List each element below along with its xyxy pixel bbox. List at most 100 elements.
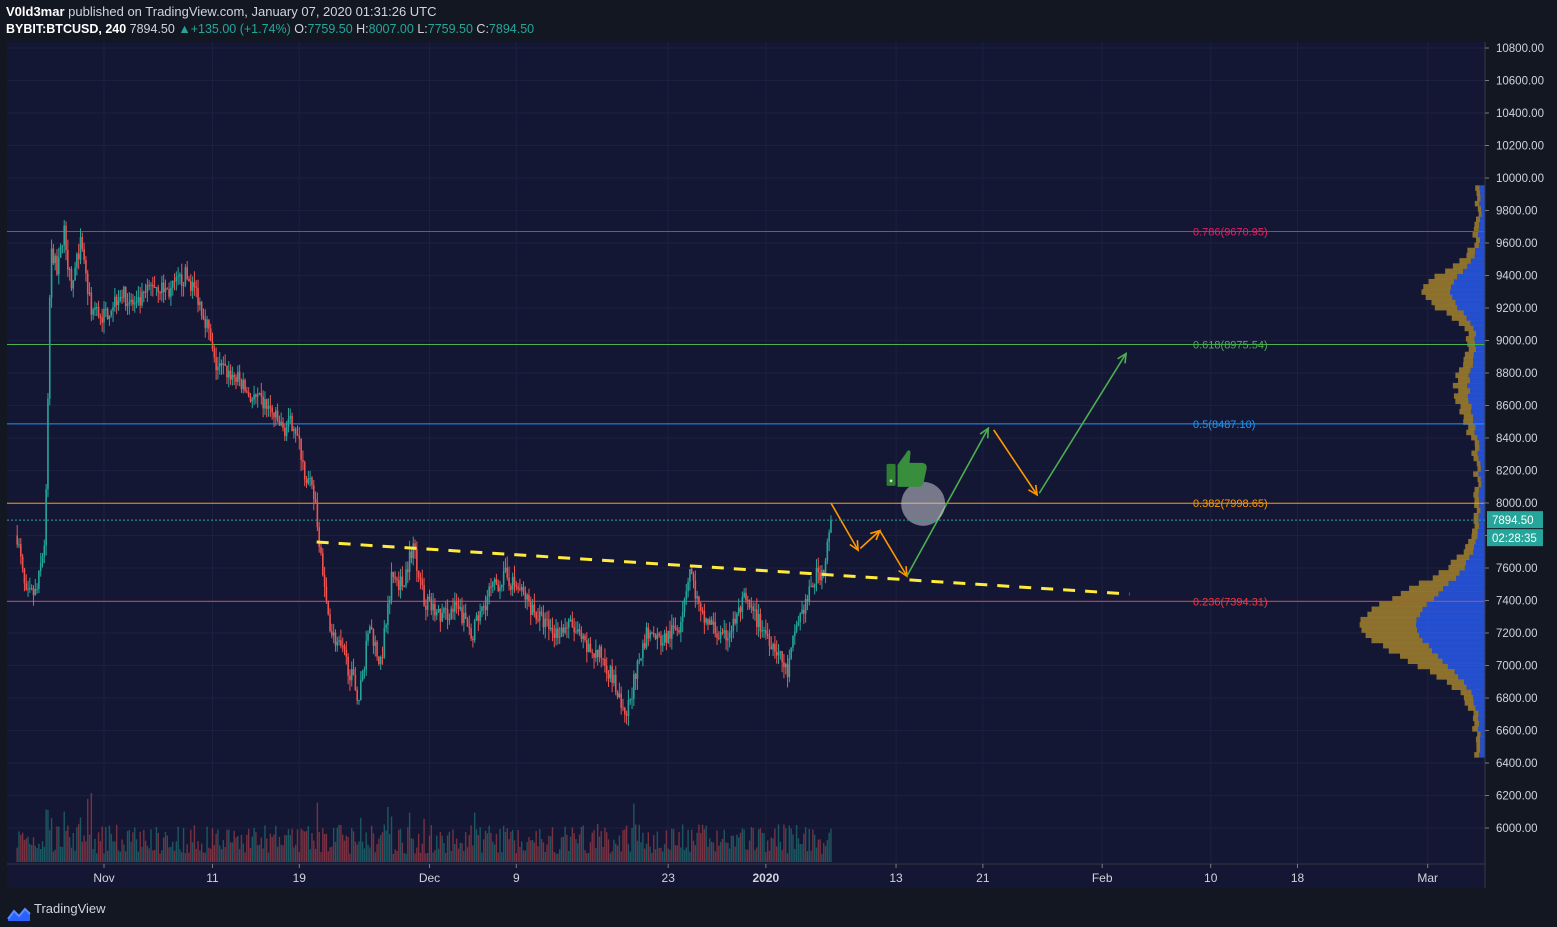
candle-body	[522, 586, 525, 592]
candle-body	[819, 572, 821, 581]
volume-bar	[61, 847, 64, 862]
volume-profile-down	[1446, 679, 1465, 685]
volume-bar	[596, 824, 599, 862]
volume-bar	[175, 841, 178, 862]
volume-bar	[253, 827, 255, 862]
volume-bar	[629, 851, 631, 862]
volume-profile-down	[1474, 752, 1480, 758]
volume-bar	[452, 829, 454, 862]
volume-profile-down	[1477, 466, 1481, 472]
tradingview-brand[interactable]: TradingView	[34, 901, 106, 916]
time-axis[interactable]: Nov 11 19 Dec 9 23 2020 13 21 Feb 10 18 Mar	[7, 863, 1485, 885]
candle-body	[647, 627, 650, 639]
price-tick-label: 6800.00	[1496, 693, 1538, 705]
candle-body	[367, 633, 369, 641]
volume-profile-down	[1476, 746, 1481, 753]
volume-profile-up	[1481, 481, 1485, 488]
author-name[interactable]: V0ld3mar	[6, 4, 65, 19]
volume-profile-down	[1463, 362, 1473, 368]
volume-bar	[573, 833, 575, 862]
candle-body	[428, 596, 431, 599]
candle-body	[258, 393, 261, 395]
candle-body	[170, 287, 172, 297]
candle-body	[363, 669, 366, 672]
volume-bar	[172, 841, 174, 862]
volume-profile-up	[1443, 585, 1485, 592]
candle-body	[708, 619, 711, 625]
candle-body	[57, 257, 60, 275]
volume-profile-down	[1371, 637, 1423, 644]
volume-bar	[94, 838, 96, 862]
candle-body	[94, 307, 96, 310]
candle-body	[549, 627, 552, 629]
candle-body	[661, 642, 664, 646]
volume-bar	[779, 841, 782, 862]
candle-body	[298, 435, 301, 439]
candle-body	[204, 318, 207, 328]
volume-bar	[101, 826, 103, 862]
volume-bar	[305, 830, 308, 862]
volume-profile-down	[1474, 440, 1480, 446]
volume-profile-down	[1359, 622, 1417, 628]
volume-bar	[718, 845, 720, 862]
green-arrow-head	[979, 426, 990, 439]
volume-profile-up	[1480, 731, 1485, 737]
candle-body	[698, 596, 700, 604]
interval[interactable]: 240	[105, 22, 127, 36]
volume-bar	[412, 838, 414, 862]
symbol-name[interactable]: BYBIT:BTCUSD	[6, 22, 99, 36]
volume-bar	[638, 824, 640, 862]
countdown-tag-label: 02:28:35	[1492, 533, 1537, 545]
volume-bar	[410, 838, 413, 862]
volume-profile-down	[1453, 393, 1468, 399]
candle-body	[607, 673, 610, 679]
volume-bar	[67, 825, 69, 862]
volume-bar	[264, 825, 266, 862]
volume-bar	[640, 842, 642, 862]
volume-bar	[269, 833, 272, 862]
candle-body	[244, 379, 246, 392]
candle-body	[618, 693, 621, 698]
volume-profile-up	[1479, 200, 1485, 207]
volume-profile-up	[1480, 195, 1485, 202]
candle-body	[157, 287, 160, 293]
candle-body	[36, 588, 38, 590]
volume-bar	[618, 835, 621, 862]
volume-bar	[508, 839, 510, 862]
tradingview-logo-icon[interactable]	[7, 906, 31, 922]
volume-profile-up	[1478, 232, 1485, 238]
volume-bar	[743, 829, 745, 862]
volume-bar	[258, 844, 261, 862]
volume-bar	[329, 847, 331, 862]
volume-bar	[455, 838, 458, 862]
volume-bar	[620, 851, 622, 862]
volume-bar	[318, 831, 320, 862]
volume-profile-down	[1474, 242, 1480, 249]
volume-profile-down	[1473, 512, 1479, 519]
volume-profile-up	[1479, 221, 1485, 228]
volume-bar	[504, 831, 507, 862]
candle-body	[47, 398, 49, 490]
volume-bar	[352, 831, 355, 862]
candle-body	[410, 551, 413, 559]
volume-profile-down	[1455, 398, 1469, 405]
volume-bar	[157, 833, 159, 862]
candle-body	[180, 274, 183, 286]
volume-profile-up	[1478, 512, 1485, 519]
volume-bar	[121, 839, 123, 862]
candle-body	[130, 299, 132, 302]
candle-body	[499, 587, 501, 592]
price-labels: 7894.50 02:28:35	[7, 511, 1543, 547]
candle-body	[352, 669, 355, 675]
volume-bar	[615, 843, 617, 862]
volume-bar	[360, 817, 362, 862]
price-axis[interactable]: 10800.00 10600.00 10400.00 10200.00 10000.00…	[1484, 42, 1544, 888]
candle-body	[271, 407, 273, 413]
candle-body	[318, 527, 320, 547]
candle-body	[117, 300, 120, 306]
candle-body	[421, 579, 424, 586]
volume-bar	[280, 844, 282, 862]
volume-profile-down	[1476, 507, 1481, 514]
candle-body	[774, 643, 776, 652]
